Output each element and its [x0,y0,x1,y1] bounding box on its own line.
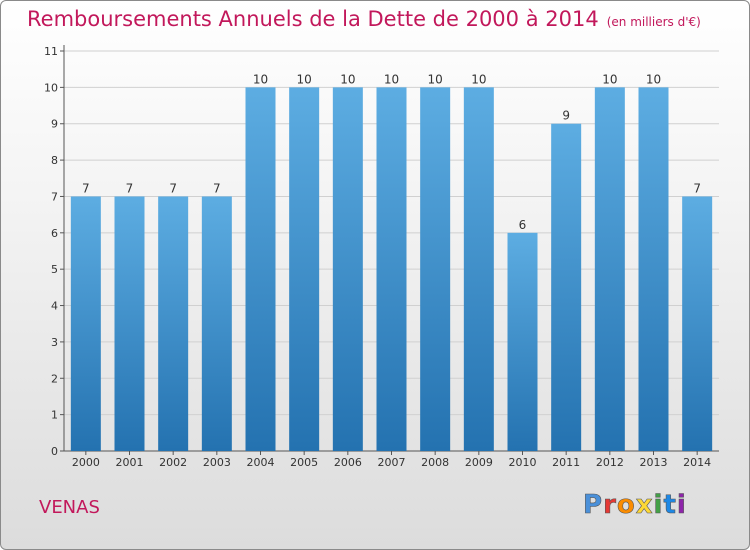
x-tick-label: 2013 [640,456,668,469]
bar [376,87,407,451]
x-tick-label: 2007 [378,456,406,469]
data-label: 10 [384,72,399,86]
x-tick-label: 2003 [203,456,231,469]
y-tick-label: 8 [51,154,58,167]
bars [70,87,713,452]
x-tick-label: 2010 [509,456,537,469]
labels: 0 1 2 3 4 5 6 7 8 9 10 11 7 2000 7 2001 7 2002 7 2003 10 2004… [44,45,711,469]
data-label: 10 [297,72,312,86]
bar [551,123,582,452]
y-tick-label: 9 [51,118,58,131]
x-tick-label: 2000 [72,456,100,469]
logo-letter: x [635,490,654,521]
bar [594,87,625,451]
bar [114,196,145,451]
bar [201,196,232,451]
x-tick-label: 2004 [247,456,275,469]
y-tick-label: 5 [51,263,58,276]
y-tick-label: 6 [51,227,58,240]
x-tick-label: 2001 [116,456,144,469]
data-label: 7 [169,181,177,195]
bar [420,87,451,451]
x-tick-label: 2002 [159,456,187,469]
bar [245,87,276,451]
bar [463,87,494,451]
data-label: 9 [562,109,570,123]
logo-letter: r [603,490,617,521]
data-label: 10 [253,72,268,86]
y-tick-label: 0 [51,445,58,458]
data-label: 10 [471,72,486,86]
x-tick-label: 2011 [552,456,580,469]
data-label: 7 [82,181,90,195]
data-label: 7 [693,181,701,195]
bar [682,196,713,451]
x-tick-label: 2009 [465,456,493,469]
x-tick-label: 2005 [290,456,318,469]
bar [332,87,363,451]
y-tick-label: 3 [51,336,58,349]
chart-title-text: Remboursements Annuels de la Dette de 20… [27,7,599,31]
data-label: 7 [213,181,221,195]
x-tick-label: 2006 [334,456,362,469]
x-tick-label: 2014 [683,456,711,469]
x-tick-label: 2012 [596,456,624,469]
y-tick-label: 10 [44,81,58,94]
bar [507,232,538,451]
y-tick-label: 7 [51,190,58,203]
data-label: 10 [602,72,617,86]
logo-letter: P [583,490,604,521]
proxiti-logo: Proxiti [583,490,687,521]
bar [638,87,669,451]
commune-name: VENAS [39,497,100,518]
logo-letter: i [653,490,664,521]
logo-letter: i [676,490,687,521]
y-tick-label: 1 [51,409,58,422]
data-label: 10 [428,72,443,86]
logo-letter: t [663,490,677,521]
chart-title: Remboursements Annuels de la Dette de 20… [27,7,701,31]
bar [70,196,101,451]
x-tick-label: 2008 [421,456,449,469]
bar [158,196,189,451]
data-label: 10 [646,72,661,86]
data-label: 10 [340,72,355,86]
data-label: 7 [126,181,134,195]
y-tick-label: 4 [51,300,58,313]
y-tick-label: 2 [51,372,58,385]
y-tick-label: 11 [44,45,58,58]
bar [289,87,320,451]
data-label: 6 [519,218,527,232]
logo-letter: o [616,490,636,521]
chart-unit-label: (en milliers d'€) [606,15,701,29]
